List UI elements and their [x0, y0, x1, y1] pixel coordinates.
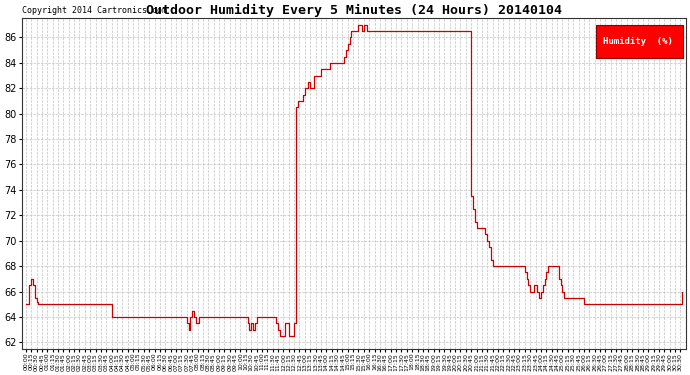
FancyBboxPatch shape	[596, 25, 682, 58]
Text: Copyright 2014 Cartronics.com: Copyright 2014 Cartronics.com	[22, 6, 167, 15]
Title: Outdoor Humidity Every 5 Minutes (24 Hours) 20140104: Outdoor Humidity Every 5 Minutes (24 Hou…	[146, 4, 562, 17]
Text: Humidity  (%): Humidity (%)	[603, 37, 673, 46]
